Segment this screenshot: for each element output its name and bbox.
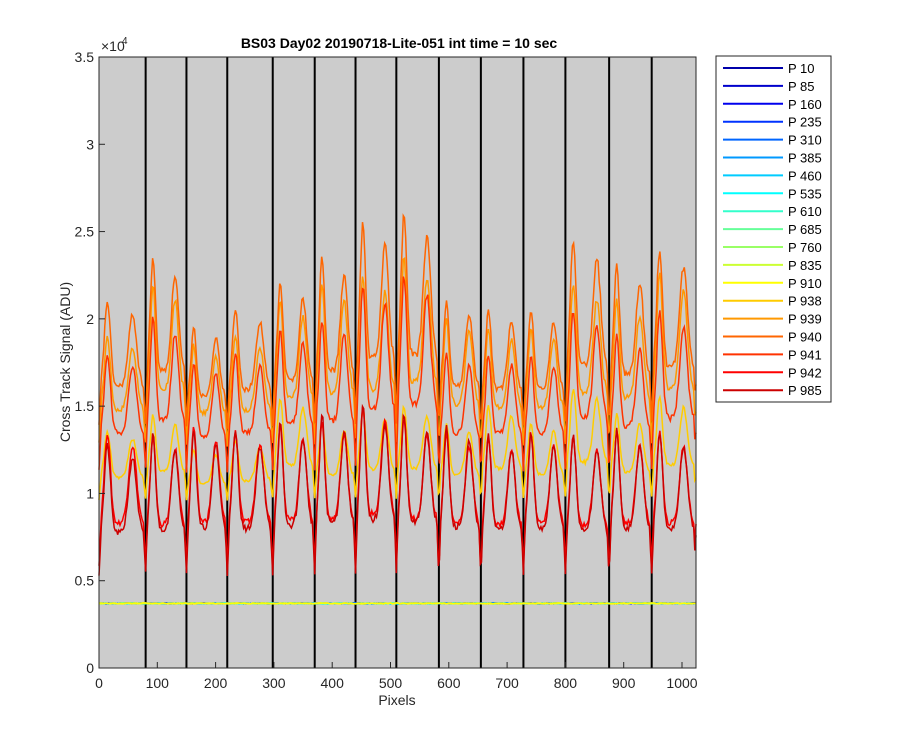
x-tick-label: 500	[379, 675, 403, 691]
y-tick-label: 2.5	[75, 224, 95, 240]
legend-entry: P 535	[788, 186, 822, 201]
legend-entry: P 85	[788, 79, 815, 94]
x-tick-label: 0	[95, 675, 103, 691]
legend-entry: P 985	[788, 383, 822, 398]
legend-entry: P 942	[788, 365, 822, 380]
plot-area	[98, 56, 697, 669]
y-exponent-base: ×10	[101, 38, 125, 54]
legend-entry: P 10	[788, 61, 815, 76]
legend-entry: P 760	[788, 240, 822, 255]
y-axis-label: Cross Track Signal (ADU)	[57, 282, 73, 442]
y-tick-label: 1.5	[75, 398, 95, 414]
chart-title: BS03 Day02 20190718-Lite-051 int time = …	[241, 35, 558, 51]
legend-entry: P 685	[788, 222, 822, 237]
x-tick-label: 300	[262, 675, 286, 691]
y-tick-label: 0.5	[75, 573, 95, 589]
legend-items: P 10 P 85 P 160 P 235 P 310 P 385 P 460 P 535 P …	[723, 61, 822, 398]
series-line-p-910	[99, 602, 696, 605]
x-tick-label: 1000	[666, 675, 697, 691]
legend-entry: P 310	[788, 133, 822, 148]
legend: P 10 P 85 P 160 P 235 P 310 P 385 P 460 P 535 P …	[715, 55, 832, 403]
y-tick-label: 3.5	[75, 49, 95, 65]
y-tick-label: 1	[86, 485, 94, 501]
legend-entry: P 938	[788, 294, 822, 309]
y-exponent-power: 4	[122, 36, 128, 47]
legend-entry: P 160	[788, 97, 822, 112]
legend-entry: P 835	[788, 258, 822, 273]
x-tick-label: 200	[204, 675, 228, 691]
series-line-p-940	[98, 213, 697, 429]
y-tick-label: 3	[86, 136, 94, 152]
legend-entry: P 939	[788, 312, 822, 327]
series-line-p-941	[98, 276, 697, 473]
x-axis-label: Pixels	[378, 692, 415, 708]
x-tick-label: 100	[146, 675, 170, 691]
x-axis: 0 100 200 300 400 500 600 700 800 900 1000	[95, 662, 698, 691]
legend-entry: P 235	[788, 115, 822, 130]
plot-frame	[98, 56, 697, 669]
x-tick-label: 700	[495, 675, 519, 691]
legend-entry: P 385	[788, 151, 822, 166]
series-line-p-938	[98, 389, 697, 501]
x-tick-label: 800	[554, 675, 578, 691]
x-tick-label: 400	[321, 675, 345, 691]
legend-entry: P 460	[788, 168, 822, 183]
series-line-p-985	[98, 403, 697, 577]
legend-entry: P 910	[788, 276, 822, 291]
legend-entry: P 940	[788, 330, 822, 345]
series-group	[98, 213, 697, 605]
x-tick-label: 600	[437, 675, 461, 691]
legend-entry: P 610	[788, 204, 822, 219]
y-tick-label: 0	[86, 660, 94, 676]
x-tick-label: 900	[612, 675, 636, 691]
legend-entry: P 941	[788, 347, 822, 362]
y-tick-label: 2	[86, 311, 94, 327]
y-axis: 0 0.5 1 1.5 2 2.5 3 3.5	[75, 49, 105, 676]
